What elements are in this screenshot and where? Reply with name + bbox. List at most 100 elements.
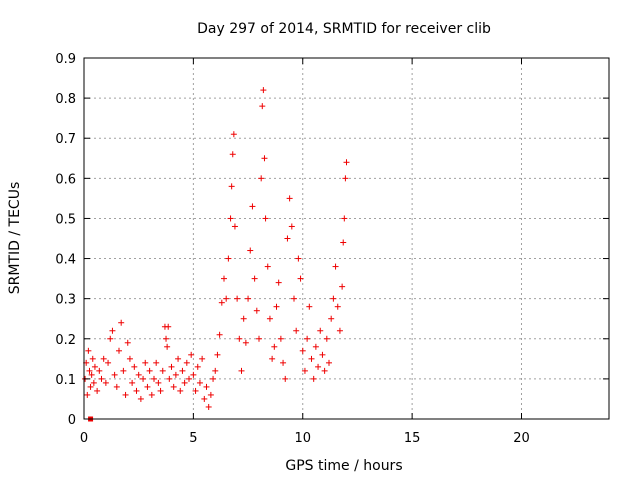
data-point [221,275,227,282]
data-point [111,371,118,378]
data-point [205,403,212,410]
x-tick-label: 5 [189,431,197,446]
data-point [291,295,297,302]
y-tick-label: 0.6 [55,172,76,187]
data-point [98,375,105,382]
data-point [170,383,177,390]
data-point [199,355,206,362]
data-point [253,307,260,314]
data-point [164,343,171,350]
data-point [330,295,337,302]
data-point [190,371,197,378]
data-point [188,351,195,358]
grid [84,58,609,419]
data-point [194,363,201,370]
data-point [247,247,254,254]
data-point [166,375,173,382]
data-point [90,379,97,386]
x-tick-label: 10 [294,431,311,446]
data-point [168,363,175,370]
x-tick-label: 0 [80,431,88,446]
data-point [102,379,109,386]
data-point [228,183,235,190]
data-point [312,343,319,350]
data-point [271,343,278,350]
data-point [284,235,291,242]
data-point [229,151,236,158]
data-point [223,295,230,302]
data-point [100,355,107,362]
data-point [277,335,284,342]
data-point [177,387,184,394]
data-point [336,327,343,334]
data-points [82,87,350,422]
data-point [131,363,138,370]
data-point [332,263,339,270]
x-axis-label: GPS time / hours [285,458,402,474]
data-point [155,379,162,386]
data-point [227,215,234,222]
data-point [86,367,93,374]
data-point [242,339,249,346]
data-point [323,335,330,342]
data-point [256,335,262,342]
data-point [140,375,147,382]
plot-frame [83,57,610,420]
data-point [181,379,188,386]
y-tick-label: 0.7 [55,132,76,147]
y-tick-label: 0.3 [55,293,76,308]
data-point [258,175,265,182]
data-point [306,303,313,310]
data-point [135,371,142,378]
data-point [340,239,347,246]
data-point [308,355,315,362]
data-point [91,363,98,370]
data-point [319,351,326,358]
data-point [88,371,95,378]
data-point [343,159,350,166]
data-point [262,215,269,222]
data-point [251,275,258,282]
data-point [137,395,144,402]
data-point [118,319,125,326]
data-point [264,263,271,270]
data-point [275,279,282,286]
data-point [157,387,164,394]
data-point [238,367,245,374]
data-point [234,295,241,302]
data-point [245,295,252,302]
data-point [192,387,199,394]
data-point [326,359,332,366]
y-tick-label: 0.8 [55,92,76,107]
data-point [129,379,136,386]
data-point [230,131,237,138]
data-point [120,367,127,374]
data-point [280,359,287,366]
data-point [124,339,131,346]
data-point [240,315,247,322]
data-point [295,255,302,262]
data-point [301,367,308,374]
y-axis-label: SRMTID / TECUs [7,182,23,295]
data-point [175,355,182,362]
data-point [218,299,225,306]
data-point [249,203,256,210]
data-point [328,315,335,322]
data-point [105,359,112,366]
data-point [94,387,101,394]
data-point [186,375,192,382]
data-point [261,155,268,162]
data-point [339,283,346,290]
data-point [342,175,349,182]
data-point [259,103,266,110]
data-point [315,363,322,370]
data-point [116,347,122,354]
data-point [159,367,166,374]
data-point [273,303,280,310]
data-point [144,383,151,390]
data-point [207,391,214,398]
data-point [297,275,304,282]
x-tick-label: 15 [404,431,421,446]
data-point [146,367,153,374]
